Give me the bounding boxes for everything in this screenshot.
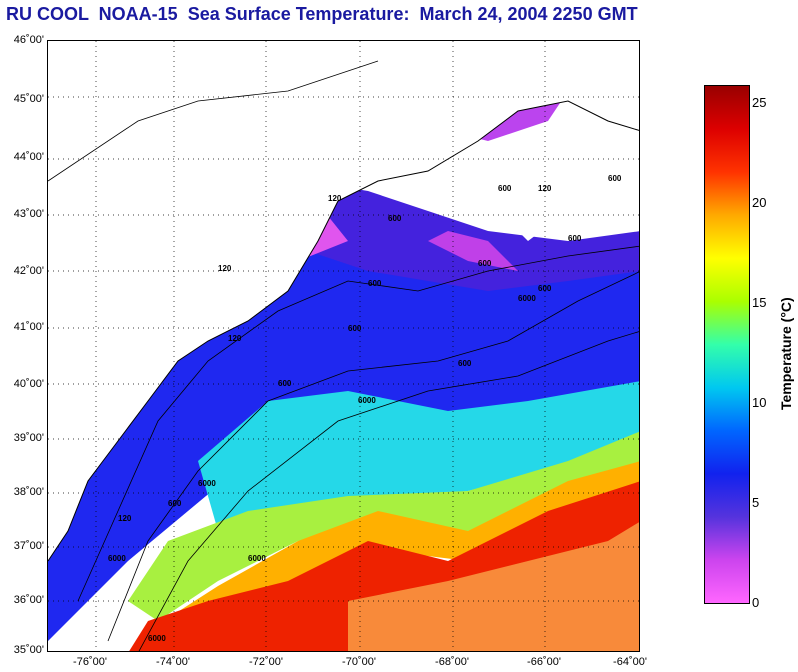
colorbar-tick-10: 10: [752, 395, 767, 410]
bathy-label-20: 600: [348, 324, 362, 333]
lat-label-41: 41˚00': [13, 321, 44, 333]
bathy-label-18: 6000: [148, 634, 166, 643]
lon-label-74: -74˚00': [156, 656, 190, 668]
lat-label-36: 36˚00': [13, 594, 44, 606]
lat-label-46: 46˚00': [13, 34, 44, 46]
colorbar-tick-15: 15: [752, 295, 767, 310]
lon-label-64: -64˚00': [613, 656, 647, 668]
slope-water: [198, 381, 639, 531]
lat-label-42: 42˚00': [13, 265, 44, 277]
bathy-label-8: 120: [228, 334, 242, 343]
bathy-label-16: 120: [118, 514, 132, 523]
temperature-colorbar: [704, 85, 750, 604]
lat-label-37: 37˚00': [13, 540, 44, 552]
state-border: [48, 60, 379, 182]
bathymetry-contour-600: [107, 271, 639, 642]
lat-label-39: 39˚00': [13, 432, 44, 444]
lon-label-68: -68˚00': [435, 656, 469, 668]
colorbar-tick-0: 0: [752, 595, 760, 610]
lat-label-40: 40˚00': [13, 378, 44, 390]
sst-map-canvas: 120 600 600 120 600 600 600 120 600 6000…: [48, 41, 639, 651]
lon-label-70: -70˚00': [342, 656, 376, 668]
lon-label-66: -66˚00': [527, 656, 561, 668]
bathy-label-5: 600: [608, 174, 622, 183]
colorbar-tick-5: 5: [752, 495, 760, 510]
map-title: RU COOL NOAA-15 Sea Surface Temperature:…: [6, 4, 638, 24]
bathy-label-12: 6000: [358, 396, 376, 405]
bathymetry-contour-120: [77, 245, 639, 602]
bathy-label-7: 600: [478, 259, 492, 268]
lat-label-35: 35˚00': [13, 644, 44, 656]
bathy-label-1: 120: [328, 194, 342, 203]
bathy-label-14: 600: [538, 284, 552, 293]
bathy-label-6: 600: [568, 234, 582, 243]
lat-label-43: 43˚00': [13, 208, 44, 220]
warm-offshore: [348, 522, 639, 651]
sst-map[interactable]: 120 600 600 120 600 600 600 120 600 6000…: [47, 40, 640, 652]
bathy-label-9: 600: [368, 279, 382, 288]
lon-label-72: -72˚00': [249, 656, 283, 668]
bathy-label-3: 600: [498, 184, 512, 193]
bathy-label-4: 120: [538, 184, 552, 193]
lat-lon-grid: [48, 41, 639, 651]
land-nova-scotia: [488, 84, 639, 241]
bathy-label-2: 600: [388, 214, 402, 223]
bathy-label-11: 600: [458, 359, 472, 368]
bathymetry-contour-6000: [138, 331, 639, 651]
pink-cold-water-east: [428, 231, 518, 271]
bathy-label-15: 6000: [198, 479, 216, 488]
lat-label-45: 45˚00': [13, 93, 44, 105]
colorbar-tick-20: 20: [752, 195, 767, 210]
bathy-label-10: 6000: [518, 294, 536, 303]
colorbar-label: Temperature (°C): [778, 297, 794, 410]
coastline: [48, 100, 639, 562]
bathy-label-17: 600: [168, 499, 182, 508]
bathy-label-22: 6000: [248, 554, 266, 563]
bathy-label-13: 600: [278, 379, 292, 388]
bathy-label-19: 120: [218, 264, 232, 273]
bathy-label-21: 6000: [108, 554, 126, 563]
lon-label-76: -76˚00': [73, 656, 107, 668]
lat-label-38: 38˚00': [13, 486, 44, 498]
lat-label-44: 44˚00': [13, 151, 44, 163]
land-mainland: [48, 41, 639, 561]
colorbar-tick-25: 25: [752, 95, 767, 110]
